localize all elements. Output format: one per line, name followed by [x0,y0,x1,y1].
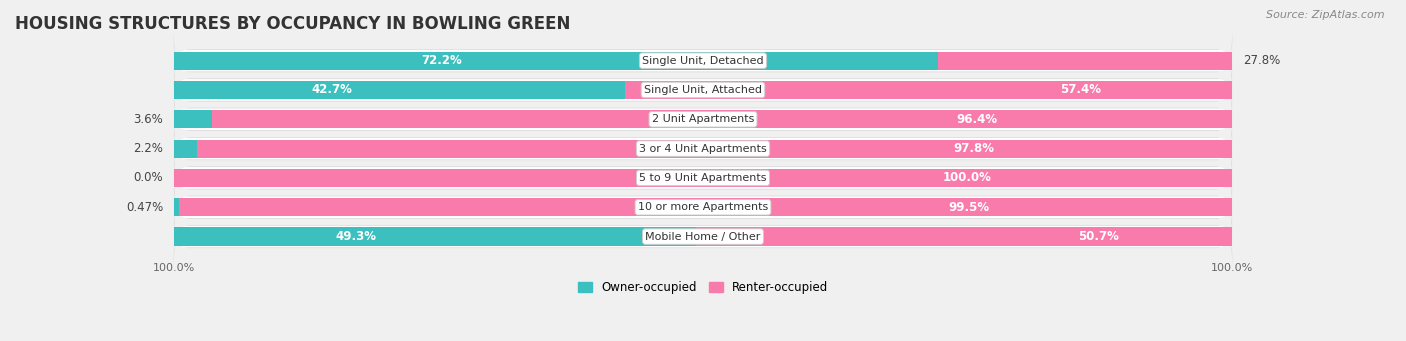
Text: HOUSING STRUCTURES BY OCCUPANCY IN BOWLING GREEN: HOUSING STRUCTURES BY OCCUPANCY IN BOWLI… [15,15,571,33]
Text: 49.3%: 49.3% [336,230,377,243]
FancyBboxPatch shape [174,95,1232,144]
Bar [938,51,1232,70]
FancyBboxPatch shape [174,124,1232,173]
Bar [179,198,1232,216]
Bar [174,81,626,99]
Bar [197,139,1232,158]
Text: 27.8%: 27.8% [1243,54,1279,67]
Legend: Owner-occupied, Renter-occupied: Owner-occupied, Renter-occupied [572,277,834,299]
FancyBboxPatch shape [174,183,1232,232]
FancyBboxPatch shape [173,146,1233,210]
FancyBboxPatch shape [174,212,1232,261]
FancyBboxPatch shape [173,87,1233,152]
FancyBboxPatch shape [174,65,1232,114]
Text: 100.0%: 100.0% [943,172,993,184]
Bar [174,227,696,246]
Bar [174,110,212,128]
Text: 57.4%: 57.4% [1060,84,1101,97]
Text: 0.0%: 0.0% [134,172,163,184]
Bar [174,169,1232,187]
Text: 2.2%: 2.2% [134,142,163,155]
Text: 0.47%: 0.47% [127,201,163,214]
Text: 3.6%: 3.6% [134,113,163,126]
Text: 3 or 4 Unit Apartments: 3 or 4 Unit Apartments [640,144,766,153]
FancyBboxPatch shape [174,36,1232,85]
Text: 2 Unit Apartments: 2 Unit Apartments [652,114,754,124]
Bar [212,110,1232,128]
Text: 97.8%: 97.8% [953,142,994,155]
Text: Single Unit, Attached: Single Unit, Attached [644,85,762,95]
Text: Source: ZipAtlas.com: Source: ZipAtlas.com [1267,10,1385,20]
Text: Mobile Home / Other: Mobile Home / Other [645,232,761,241]
FancyBboxPatch shape [173,116,1233,181]
Text: 10 or more Apartments: 10 or more Apartments [638,202,768,212]
Text: 72.2%: 72.2% [420,54,461,67]
Text: 99.5%: 99.5% [949,201,990,214]
FancyBboxPatch shape [173,204,1233,269]
FancyBboxPatch shape [173,58,1233,122]
FancyBboxPatch shape [173,28,1233,93]
FancyBboxPatch shape [173,175,1233,240]
Bar [174,198,179,216]
Text: 42.7%: 42.7% [312,84,353,97]
Text: 96.4%: 96.4% [956,113,998,126]
Text: 50.7%: 50.7% [1077,230,1119,243]
Bar [174,139,197,158]
Bar [174,51,938,70]
Bar [696,227,1232,246]
Text: Single Unit, Detached: Single Unit, Detached [643,56,763,65]
Bar [624,81,1232,99]
FancyBboxPatch shape [174,153,1232,202]
Text: 5 to 9 Unit Apartments: 5 to 9 Unit Apartments [640,173,766,183]
